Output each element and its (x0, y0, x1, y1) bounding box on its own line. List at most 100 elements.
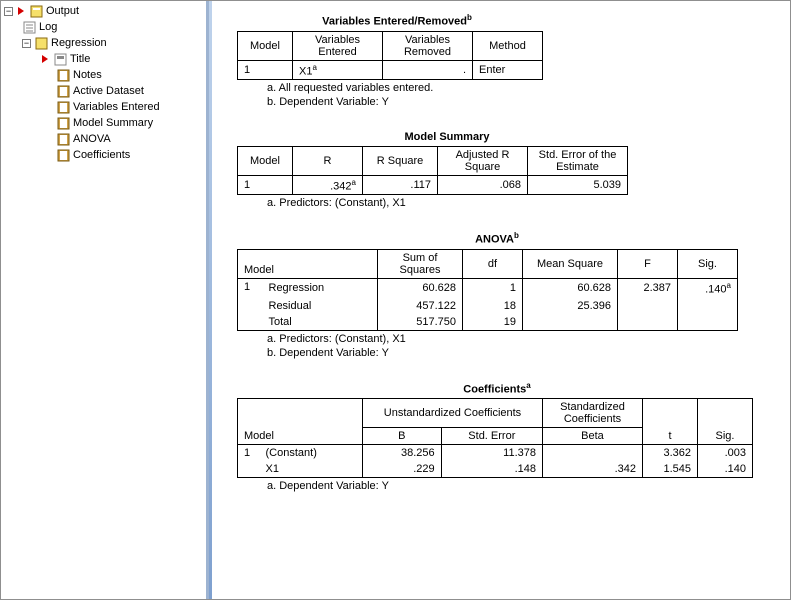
collapse-toggle-icon[interactable]: − (22, 39, 31, 48)
cell-sup: a (352, 178, 356, 187)
title-text: ANOVA (475, 234, 514, 246)
cell: 60.628 (378, 278, 463, 297)
col-model: Model (238, 399, 363, 445)
cell: 18 (463, 298, 523, 314)
col-t: t (643, 399, 698, 445)
tree-item-variables-entered[interactable]: Variables Entered (4, 99, 204, 115)
variables-entered-table: Model Variables Entered Variables Remove… (237, 31, 543, 81)
table-icon (56, 148, 70, 162)
anova-table: Model Sum of Squares df Mean Square F Si… (237, 249, 738, 331)
dataset-icon (56, 84, 70, 98)
cell-text: X1 (299, 65, 312, 77)
tree-root-output[interactable]: − Output (4, 3, 204, 19)
cell: Residual (263, 298, 378, 314)
cell: 1 (238, 60, 293, 80)
cell-text: .140 (705, 284, 726, 296)
tree-label: ANOVA (73, 133, 111, 145)
cell-sup: a (312, 63, 316, 72)
title-sup: a (526, 381, 530, 390)
table-row: 1 .342a .117 .068 5.039 (238, 175, 628, 195)
cell: 1.545 (643, 461, 698, 478)
table-icon (56, 132, 70, 146)
col-removed: Variables Removed (383, 31, 473, 60)
output-icon (29, 4, 43, 18)
col-beta: Beta (543, 428, 643, 445)
tree-label: Title (70, 53, 90, 65)
tree-label: Notes (73, 69, 102, 81)
variables-entered-title: Variables Entered/Removedb (227, 13, 567, 28)
cell: .342a (293, 175, 363, 195)
col-entered: Variables Entered (293, 31, 383, 60)
tree-label: Active Dataset (73, 85, 144, 97)
table-row: X1 .229 .148 .342 1.545 .140 (238, 461, 753, 478)
cell (678, 298, 738, 314)
footnote: b. Dependent Variable: Y (227, 96, 778, 108)
collapse-toggle-icon[interactable]: − (4, 7, 13, 16)
cell: 25.396 (523, 298, 618, 314)
cell: 517.750 (378, 314, 463, 331)
tree-label: Variables Entered (73, 101, 160, 113)
tree-item-title[interactable]: Title (4, 51, 204, 67)
cell-text: .342 (330, 180, 351, 192)
model-summary-table: Model R R Square Adjusted R Square Std. … (237, 146, 628, 196)
col-method: Method (473, 31, 543, 60)
col-model: Model (238, 146, 293, 175)
title-sup: b (467, 13, 472, 22)
col-b: B (363, 428, 442, 445)
col-se: Std. Error (441, 428, 542, 445)
tree-label: Regression (51, 37, 107, 49)
tree-item-active-dataset[interactable]: Active Dataset (4, 83, 204, 99)
cell: .229 (363, 461, 442, 478)
coefficients-table: Model Unstandardized Coefficients Standa… (237, 398, 753, 478)
col-r2: R Square (363, 146, 438, 175)
footnote: b. Dependent Variable: Y (227, 347, 778, 359)
model-summary-block: Model Summary Model R R Square Adjusted … (227, 131, 778, 210)
footnote: a. All requested variables entered. (227, 82, 778, 94)
cell: 19 (463, 314, 523, 331)
tree-label: Model Summary (73, 117, 153, 129)
col-grp-unstd: Unstandardized Coefficients (363, 399, 543, 428)
tree-label: Log (39, 21, 57, 33)
footnote: a. Predictors: (Constant), X1 (227, 333, 778, 345)
tree-item-log[interactable]: Log (4, 19, 204, 35)
title-text: Variables Entered/Removed (322, 16, 467, 28)
tree-item-anova[interactable]: ANOVA (4, 131, 204, 147)
footnote: a. Predictors: (Constant), X1 (227, 197, 778, 209)
cell (618, 298, 678, 314)
cell (543, 445, 643, 462)
tree-item-model-summary[interactable]: Model Summary (4, 115, 204, 131)
tree-item-regression[interactable]: − Regression (4, 35, 204, 51)
tree-item-coefficients[interactable]: Coefficients (4, 147, 204, 163)
cell: 1 (238, 278, 263, 330)
output-tree[interactable]: − Output Log − Regression Title Notes Ac… (1, 1, 209, 599)
cell: .003 (698, 445, 753, 462)
anova-block: ANOVAb Model Sum of Squares df Mean Squa… (227, 231, 778, 359)
table-row: Residual 457.122 18 25.396 (238, 298, 738, 314)
title-sup: b (514, 231, 519, 240)
output-viewer: Variables Entered/Removedb Model Variabl… (209, 1, 790, 599)
cell: .068 (438, 175, 528, 195)
cell: 1 (238, 175, 293, 195)
col-ms: Mean Square (523, 249, 618, 278)
title-text: Coefficients (463, 383, 526, 395)
coefficients-block: Coefficientsa Model Unstandardized Coeff… (227, 381, 778, 493)
table-row: 1 Regression 60.628 1 60.628 2.387 .140a (238, 278, 738, 297)
col-sig: Sig. (678, 249, 738, 278)
table-row: Total 517.750 19 (238, 314, 738, 331)
tree-item-notes[interactable]: Notes (4, 67, 204, 83)
cell: 11.378 (441, 445, 542, 462)
cell: 38.256 (363, 445, 442, 462)
col-adjr2: Adjusted R Square (438, 146, 528, 175)
cell: 60.628 (523, 278, 618, 297)
cell: (Constant) (260, 445, 363, 462)
cell: .140 (698, 461, 753, 478)
log-icon (22, 20, 36, 34)
cell: 457.122 (378, 298, 463, 314)
footnote: a. Dependent Variable: Y (227, 480, 778, 492)
col-ss: Sum of Squares (378, 249, 463, 278)
variables-entered-block: Variables Entered/Removedb Model Variabl… (227, 13, 778, 109)
title-icon (53, 52, 67, 66)
tree-label: Output (46, 5, 79, 17)
cell: X1 (260, 461, 363, 478)
cell: 1 (238, 445, 260, 478)
